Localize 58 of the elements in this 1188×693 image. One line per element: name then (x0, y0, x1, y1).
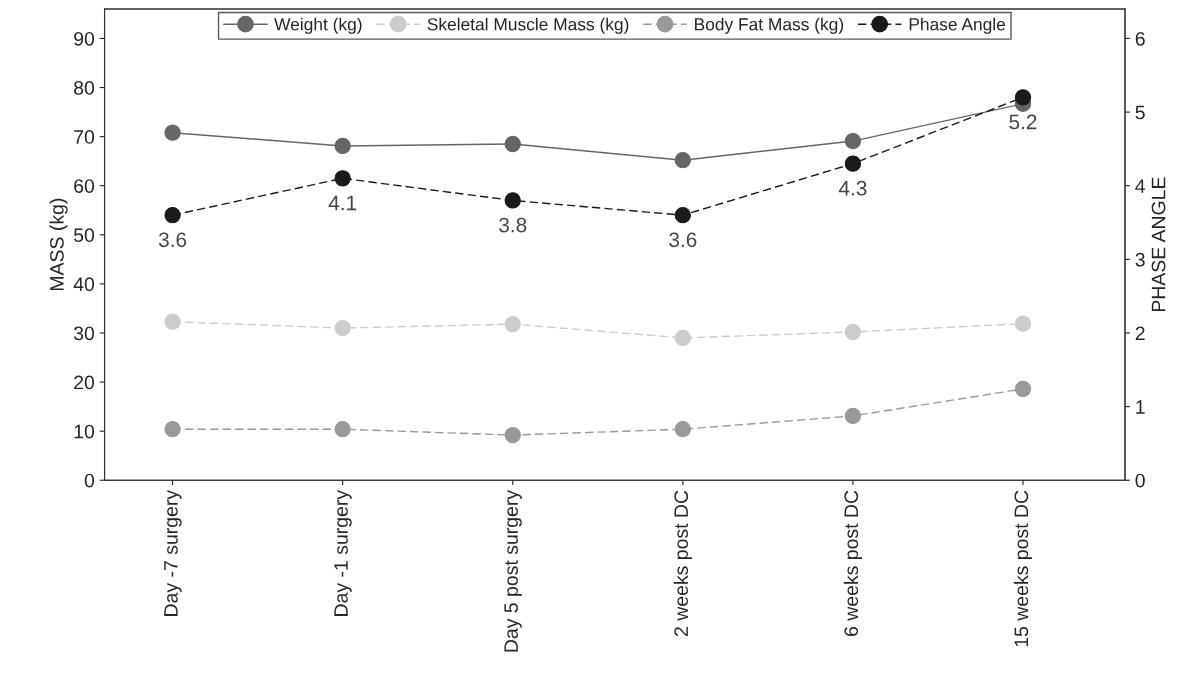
y-tick-label: 60 (74, 179, 95, 193)
point (334, 421, 351, 438)
point (164, 124, 181, 141)
y2-tick-label: 3 (1135, 252, 1145, 267)
y2-tick-label: 4 (1135, 179, 1145, 193)
point (674, 421, 691, 438)
point (504, 315, 521, 333)
legend-label: Body Fat Mass (kg) (695, 17, 844, 34)
y-axis-title: MASS (kg) (49, 198, 68, 291)
data-label: 3.6 (158, 232, 187, 248)
data-label: 3.8 (499, 217, 527, 233)
y2-tick-label: 5 (1135, 105, 1145, 120)
point (164, 313, 181, 330)
y-tick-label: 80 (74, 81, 95, 95)
x-tick-label: Day 5 post surgery (504, 490, 522, 652)
point (334, 170, 351, 187)
y-tick-label: 70 (74, 130, 95, 144)
point (504, 426, 521, 444)
x-tick-label: Day -7 surgery (164, 490, 182, 616)
x-tick-label: 15 weeks post DC (1013, 490, 1033, 647)
y2-tick-label: 2 (1135, 326, 1145, 341)
data-label: 5.2 (1009, 114, 1037, 130)
data-label: 4.3 (838, 180, 867, 196)
legend-label: Phase Angle (909, 17, 1006, 34)
x-tick-label: 6 weeks post DC (843, 490, 862, 636)
point (844, 323, 862, 341)
y-tick-label: 90 (74, 31, 95, 46)
y2-axis-title: PHASE ANGLE (1151, 177, 1166, 312)
y-tick-label: 50 (73, 228, 95, 243)
point (1014, 315, 1032, 332)
point (674, 329, 691, 347)
point (1014, 89, 1032, 106)
y-tick-label: 40 (73, 277, 95, 292)
point (334, 137, 351, 155)
y2-tick-label: 6 (1135, 31, 1145, 46)
point (844, 407, 862, 425)
x-tick-label: 2 weeks post DC (673, 490, 692, 636)
data-label: 3.6 (669, 232, 697, 248)
y-tick-label: 0 (84, 473, 95, 488)
point (334, 319, 351, 337)
y-tick-label: 10 (74, 424, 95, 439)
x-tick-label: Day -1 surgery (334, 490, 352, 616)
y2-tick-label: 0 (1135, 473, 1145, 488)
legend-label: Skeletal Muscle Mass (kg) (427, 17, 629, 34)
y-tick-label: 30 (73, 326, 95, 341)
point (504, 192, 521, 209)
point (674, 207, 691, 224)
point (674, 152, 691, 169)
data-label: 4.1 (328, 195, 357, 211)
point (844, 132, 862, 150)
point (164, 421, 181, 438)
y-tick-label: 20 (74, 375, 95, 390)
point (504, 135, 521, 153)
y2-tick-label: 1 (1136, 400, 1145, 414)
point (164, 207, 181, 224)
legend-label: Weight (kg) (274, 17, 362, 34)
point (844, 155, 862, 172)
point (1014, 380, 1032, 398)
